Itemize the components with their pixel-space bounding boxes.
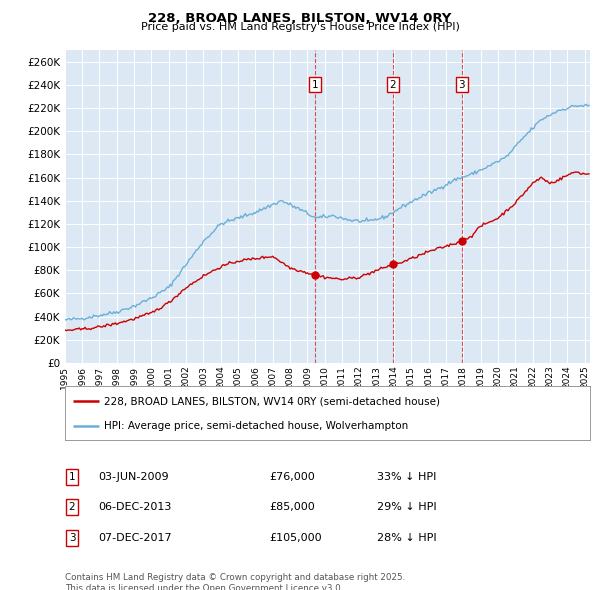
Text: 1: 1: [311, 80, 318, 90]
Text: 2: 2: [68, 503, 76, 512]
Text: HPI: Average price, semi-detached house, Wolverhampton: HPI: Average price, semi-detached house,…: [104, 421, 409, 431]
Text: £105,000: £105,000: [269, 533, 322, 543]
Text: 33% ↓ HPI: 33% ↓ HPI: [377, 472, 436, 481]
Text: £85,000: £85,000: [269, 503, 314, 512]
Text: 06-DEC-2013: 06-DEC-2013: [98, 503, 171, 512]
Text: 29% ↓ HPI: 29% ↓ HPI: [377, 503, 436, 512]
Text: £76,000: £76,000: [269, 472, 314, 481]
Text: 1: 1: [68, 472, 76, 481]
Text: 228, BROAD LANES, BILSTON, WV14 0RY (semi-detached house): 228, BROAD LANES, BILSTON, WV14 0RY (sem…: [104, 396, 440, 407]
Text: 3: 3: [458, 80, 465, 90]
Text: 2: 2: [389, 80, 396, 90]
Text: 07-DEC-2017: 07-DEC-2017: [98, 533, 172, 543]
Text: 28% ↓ HPI: 28% ↓ HPI: [377, 533, 436, 543]
Text: 03-JUN-2009: 03-JUN-2009: [98, 472, 169, 481]
Text: Price paid vs. HM Land Registry's House Price Index (HPI): Price paid vs. HM Land Registry's House …: [140, 22, 460, 32]
Text: Contains HM Land Registry data © Crown copyright and database right 2025.
This d: Contains HM Land Registry data © Crown c…: [65, 573, 405, 590]
Text: 3: 3: [68, 533, 76, 543]
Text: 228, BROAD LANES, BILSTON, WV14 0RY: 228, BROAD LANES, BILSTON, WV14 0RY: [148, 12, 452, 25]
